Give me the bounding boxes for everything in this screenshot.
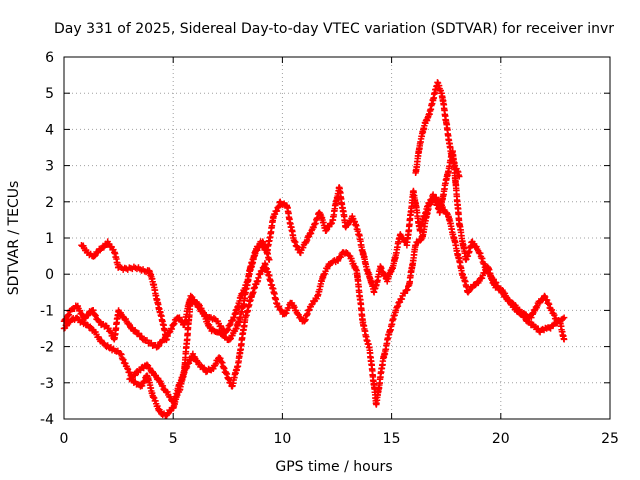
data-point <box>92 312 99 319</box>
data-point <box>313 295 320 303</box>
data-point <box>155 342 163 350</box>
y-tick-label: 6 <box>45 50 54 66</box>
data-point <box>91 252 98 260</box>
data-point <box>163 336 170 343</box>
data-point <box>95 318 103 325</box>
x-tick-labels: 0 5 10 15 20 25 <box>60 431 619 447</box>
data-point <box>138 382 146 390</box>
data-point <box>226 322 233 329</box>
y-tick-label: -4 <box>40 412 54 428</box>
x-tick-label: 5 <box>169 431 178 447</box>
series-band-lower <box>60 194 568 419</box>
data-point <box>159 382 167 390</box>
y-tick-label: 0 <box>45 267 54 283</box>
data-point <box>212 360 219 368</box>
y-tick-label: 5 <box>45 86 54 102</box>
data-point <box>328 219 336 227</box>
data-point <box>560 336 568 343</box>
data-point <box>275 303 283 310</box>
data-point <box>171 320 178 327</box>
data-point <box>404 286 411 293</box>
data-point <box>164 388 171 396</box>
y-tick-label: 4 <box>45 122 54 138</box>
y-tick-label: 2 <box>45 195 54 211</box>
data-point <box>198 307 206 314</box>
data-point <box>226 336 234 343</box>
data-point <box>170 397 178 405</box>
y-axis-label: SDTVAR / TECUs <box>6 181 22 296</box>
data-point <box>266 256 273 263</box>
series-arcs <box>78 79 463 405</box>
data-point <box>90 306 97 314</box>
data-point <box>170 321 177 328</box>
y-tick-label: -2 <box>40 340 54 356</box>
data-point <box>456 173 463 180</box>
x-tick-label: 15 <box>383 431 401 447</box>
x-tick-label: 10 <box>273 431 291 447</box>
x-tick-label: 25 <box>601 431 619 447</box>
x-axis-label: GPS time / hours <box>275 459 392 475</box>
x-tick-label: 0 <box>60 431 69 447</box>
data-point <box>285 304 292 312</box>
y-tick-label: 1 <box>45 231 54 247</box>
axis-ticks <box>63 56 611 420</box>
data-point <box>283 310 290 317</box>
data-point <box>224 326 232 333</box>
data-point <box>493 283 501 290</box>
y-tick-labels: -4 -3 -2 -1 0 1 2 3 4 5 6 <box>40 50 54 428</box>
data-point <box>434 197 442 204</box>
data-point <box>107 329 115 336</box>
data-point <box>138 333 145 340</box>
data-point <box>168 325 176 333</box>
data-point <box>548 306 556 314</box>
data-point <box>551 311 558 319</box>
x-tick-label: 20 <box>492 431 510 447</box>
data-point <box>337 253 344 261</box>
data-point <box>65 311 73 318</box>
y-tick-label: 3 <box>45 159 54 175</box>
data-point <box>78 310 85 318</box>
data-point <box>560 314 568 321</box>
data-point <box>291 304 298 311</box>
data-point <box>167 393 174 401</box>
data-point <box>228 317 236 325</box>
data-points <box>60 79 568 419</box>
data-point <box>224 327 231 334</box>
data-point <box>299 244 307 251</box>
data-point <box>478 275 486 282</box>
data-point <box>143 361 151 368</box>
chart-title: Day 331 of 2025, Sidereal Day-to-day VTE… <box>54 21 614 37</box>
data-point <box>141 378 148 385</box>
data-point <box>322 227 330 234</box>
y-tick-label: -3 <box>40 376 54 392</box>
data-point <box>521 314 529 321</box>
y-tick-label: -1 <box>40 303 54 319</box>
data-point <box>327 220 335 228</box>
